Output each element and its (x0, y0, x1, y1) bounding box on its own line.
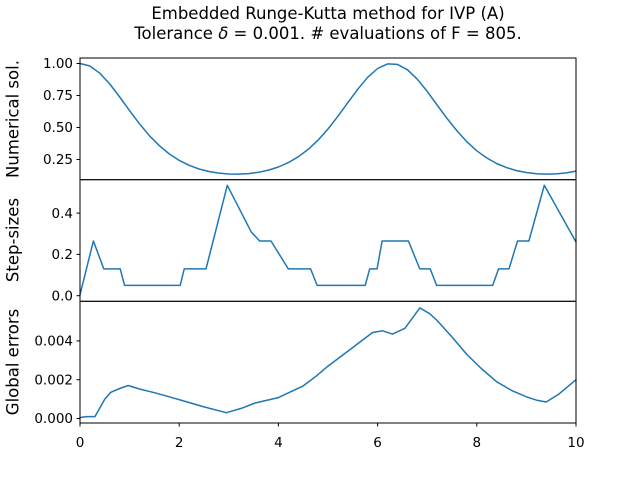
plot-line-step-sizes (79, 184, 577, 296)
xtick-label: 0 (76, 435, 85, 451)
xtick-label: 4 (274, 435, 283, 451)
title-tolerance-text: Tolerance (134, 23, 219, 43)
plot-line-numerical-solution (79, 62, 577, 175)
xtick-label: 10 (567, 435, 584, 451)
ytick-label-global-errors: 0.004 (34, 334, 73, 350)
figure-title: Embedded Runge-Kutta method for IVP (A) … (80, 4, 576, 43)
title-delta-symbol: δ (218, 23, 229, 43)
xtick-label: 2 (175, 435, 184, 451)
ytick-label-numerical-solution: 1.00 (43, 56, 73, 72)
ylabel-global-errors: Global errors (3, 308, 23, 416)
ytick-label-numerical-solution: 0.50 (43, 120, 73, 136)
ytick-label-global-errors: 0.002 (34, 372, 73, 388)
figure-title-line1: Embedded Runge-Kutta method for IVP (A) (151, 4, 505, 23)
xtick-label: 6 (373, 435, 382, 451)
axes-frame-step-sizes (79, 179, 577, 302)
ytick-label-step-sizes: 0.4 (52, 206, 73, 222)
ytick-label-global-errors: 0.000 (34, 411, 73, 427)
figure-title-line2: Tolerance δ = 0.001. # evaluations of F … (80, 24, 576, 44)
axes-frame-numerical-solution (79, 57, 577, 181)
xtick-label: 8 (473, 435, 482, 451)
ytick-label-numerical-solution: 0.75 (43, 88, 73, 104)
title-evaluations-text: = 0.001. # evaluations of F = 805. (228, 23, 522, 43)
axes-frame-global-errors (79, 300, 577, 424)
ytick-label-numerical-solution: 0.25 (43, 152, 73, 168)
ylabel-numerical-sol: Numerical sol. (3, 60, 23, 178)
ytick-label-step-sizes: 0.0 (52, 288, 73, 304)
ytick-label-step-sizes: 0.2 (52, 247, 73, 263)
plot-line-global-errors (79, 307, 577, 419)
ylabel-step-sizes: Step-sizes (3, 197, 23, 283)
